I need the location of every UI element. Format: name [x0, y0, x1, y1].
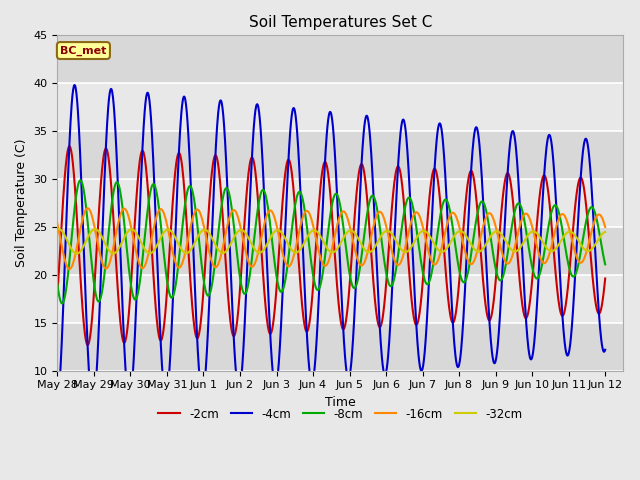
-2cm: [298, 300, 306, 305]
-32cm: [97, 231, 104, 237]
-16cm: [54, 221, 61, 227]
Title: Soil Temperatures Set C: Soil Temperatures Set C: [249, 15, 432, 30]
-4cm: [286, 129, 294, 135]
Line: -2cm: -2cm: [58, 146, 605, 345]
Line: -8cm: -8cm: [58, 180, 605, 303]
-16cm: [66, 266, 74, 272]
-16cm: [602, 224, 609, 230]
-2cm: [308, 300, 316, 305]
-4cm: [365, 128, 373, 133]
-2cm: [287, 162, 294, 168]
Line: -16cm: -16cm: [58, 208, 605, 269]
-8cm: [58, 300, 66, 306]
-8cm: [366, 198, 374, 204]
-4cm: [118, 302, 126, 308]
-16cm: [287, 262, 294, 268]
-2cm: [84, 342, 92, 348]
-8cm: [308, 264, 316, 269]
-2cm: [602, 276, 609, 281]
-8cm: [287, 237, 294, 243]
-32cm: [366, 249, 374, 255]
-8cm: [97, 296, 104, 301]
-16cm: [119, 207, 127, 213]
Y-axis label: Soil Temperature (C): Soil Temperature (C): [15, 139, 28, 267]
Bar: [58, 323, 623, 371]
-2cm: [119, 337, 127, 343]
-2cm: [66, 144, 74, 149]
-4cm: [96, 291, 104, 297]
Bar: [58, 179, 623, 227]
-8cm: [54, 281, 61, 287]
-16cm: [84, 205, 92, 211]
-32cm: [119, 238, 127, 243]
-8cm: [602, 262, 609, 267]
Line: -32cm: -32cm: [58, 229, 605, 254]
-16cm: [97, 253, 104, 259]
Line: -4cm: -4cm: [58, 85, 605, 406]
-32cm: [54, 226, 61, 232]
-4cm: [308, 379, 316, 384]
Text: BC_met: BC_met: [60, 46, 107, 56]
-32cm: [73, 251, 81, 257]
-32cm: [54, 226, 62, 232]
-32cm: [298, 244, 306, 250]
-4cm: [298, 213, 305, 219]
-2cm: [366, 231, 374, 237]
Bar: [58, 131, 623, 179]
-16cm: [308, 217, 316, 223]
-4cm: [71, 82, 79, 88]
Bar: [58, 83, 623, 131]
Bar: [58, 36, 623, 83]
-8cm: [77, 178, 84, 183]
-16cm: [366, 240, 374, 245]
Bar: [58, 227, 623, 275]
-8cm: [119, 207, 127, 213]
-4cm: [54, 403, 61, 409]
-16cm: [298, 217, 306, 223]
-4cm: [602, 347, 609, 353]
-8cm: [298, 193, 306, 199]
Legend: -2cm, -4cm, -8cm, -16cm, -32cm: -2cm, -4cm, -8cm, -16cm, -32cm: [154, 403, 527, 425]
-32cm: [287, 245, 294, 251]
-32cm: [602, 229, 609, 235]
X-axis label: Time: Time: [325, 396, 356, 409]
-2cm: [97, 185, 104, 191]
-2cm: [54, 292, 61, 298]
Bar: [58, 275, 623, 323]
-32cm: [308, 228, 316, 234]
